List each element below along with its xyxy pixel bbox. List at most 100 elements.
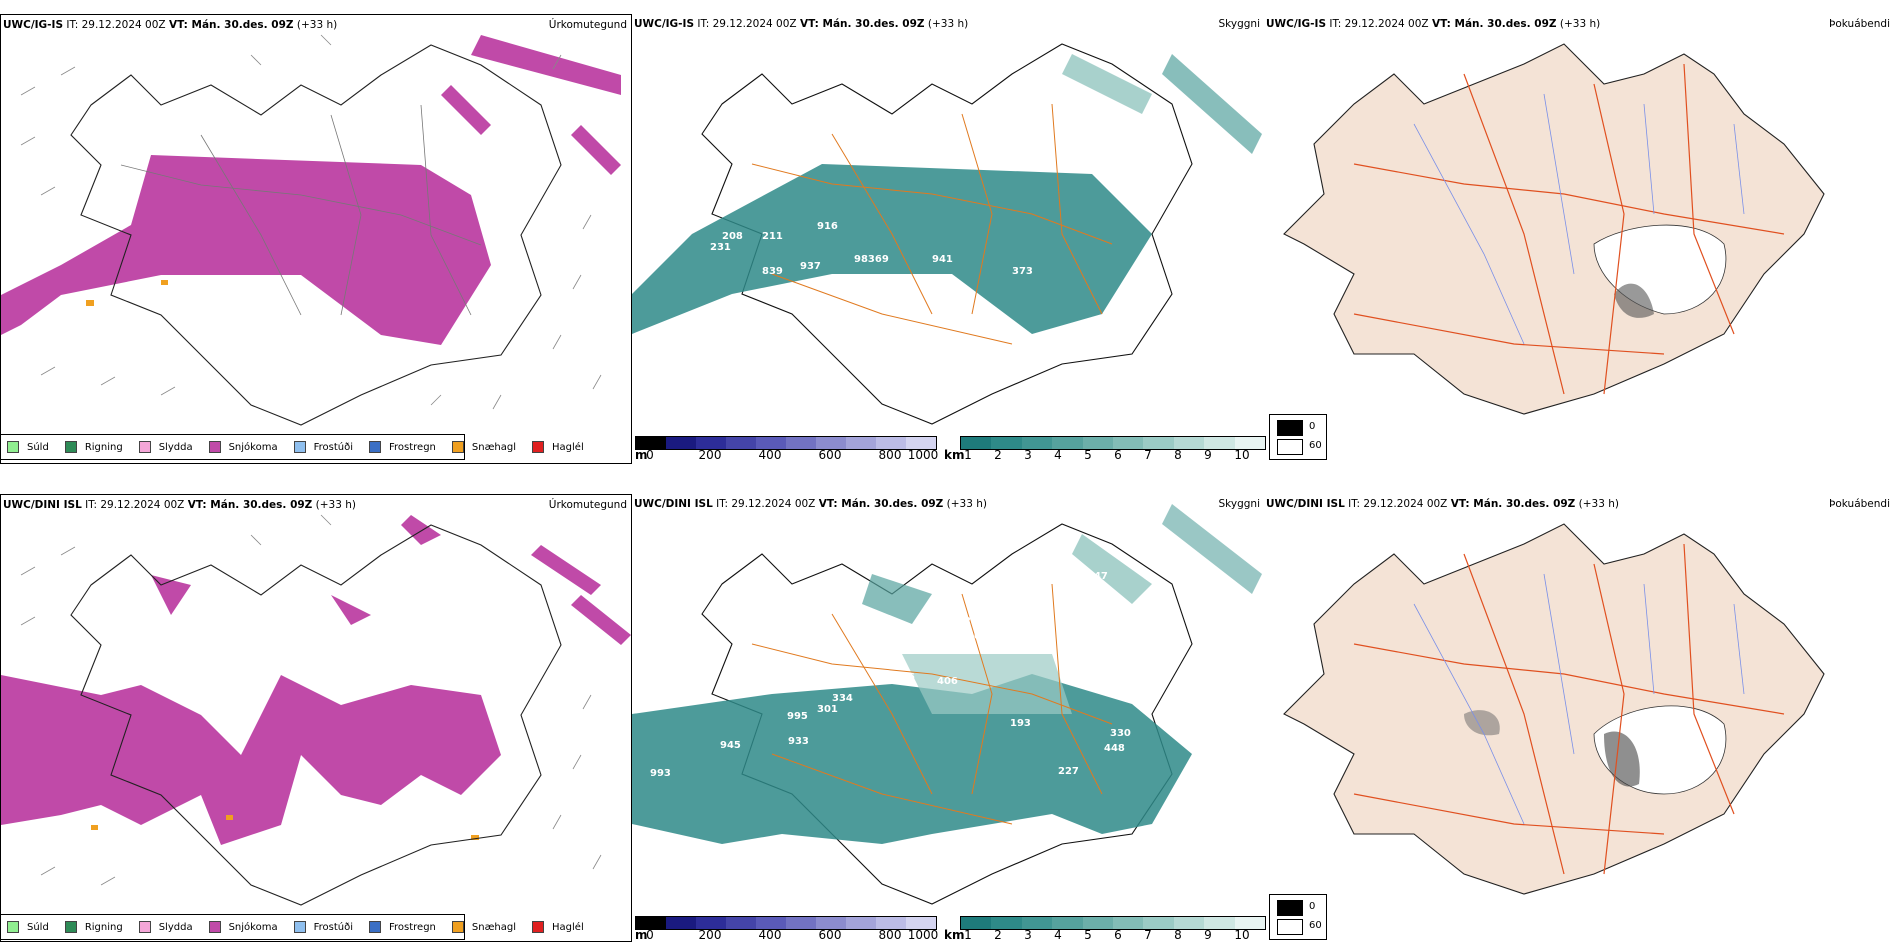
panel-header: UWC/DINI ISL IT: 29.12.2024 00Z VT: Mán.… [1266, 498, 1620, 510]
panel-title: Þokuábendi [1829, 498, 1890, 510]
legend-swatch [369, 441, 381, 453]
legend-swatch [451, 441, 464, 453]
precip-legend-row1: Súld Rigning Slydda Snjókoma Frostúði Fr… [0, 434, 584, 460]
fog-swatch-light [1277, 439, 1303, 455]
legend-swatch [208, 921, 221, 933]
map-value-label: 839 [762, 266, 783, 277]
map-value-label: 933 [788, 736, 809, 747]
map-value-label: 448 [1104, 743, 1125, 754]
map-value-label: 937 [800, 261, 821, 272]
map-value-label: 327 [832, 678, 853, 689]
legend-item: Frostúði [293, 441, 353, 453]
fog-swatch-dark [1277, 420, 1303, 436]
legend-swatch [208, 441, 221, 453]
legend-swatch [451, 921, 464, 933]
legend-item: Snæhagl [451, 441, 516, 453]
fog-legend-row2: 0 60 [1269, 894, 1327, 940]
map-value-label: 536 [894, 672, 915, 683]
legend-item: Frostregn [369, 921, 436, 933]
map-value-label: 208 [722, 231, 743, 242]
legend-item: Snjókoma [208, 921, 278, 933]
panel-header: UWC/IG-IS IT: 29.12.2024 00Z VT: Mán. 30… [634, 18, 969, 30]
map-value-label: 406 [937, 676, 958, 687]
panel-header: UWC/DINI ISL IT: 29.12.2024 00Z VT: Mán.… [634, 498, 988, 510]
precip-panel-row2: UWC/DINI ISL IT: 29.12.2024 00Z VT: Mán.… [0, 494, 632, 942]
cloudbase-unit: m [635, 928, 648, 942]
legend-swatch [64, 921, 77, 933]
panel-header: UWC/IG-IS IT: 29.12.2024 00Z VT: Mán. 30… [1266, 18, 1601, 30]
legend-swatch [138, 921, 151, 933]
cloudbase-colorbar-row2 [635, 916, 937, 930]
map-value-label: 193 [1010, 718, 1031, 729]
fog-swatch-light [1277, 919, 1303, 935]
map-value-label: 227 [1058, 766, 1079, 777]
fog-panel-row1: UWC/IG-IS IT: 29.12.2024 00Z VT: Mán. 30… [1264, 14, 1900, 464]
legend-item: Snæhagl [451, 921, 516, 933]
visibility-colorbar-row1 [960, 436, 1266, 450]
map-value-label: 916 [817, 221, 838, 232]
legend-swatch [64, 441, 77, 453]
map-value-label: 941 [932, 254, 953, 265]
legend-swatch [7, 441, 19, 453]
legend-item: Haglél [532, 921, 584, 933]
map-value-label: 98369 [854, 254, 889, 265]
legend-swatch [138, 441, 151, 453]
panel-title: Skyggni [1218, 18, 1261, 30]
map-value-label: 231 [710, 242, 731, 253]
map-value-label: 747 [1087, 571, 1108, 582]
panel-title: Þokuábendi [1829, 18, 1890, 30]
legend-item: Rigning [64, 441, 123, 453]
cloudbase-colorbar-row1 [635, 436, 937, 450]
map-value-label: 373 [1012, 266, 1033, 277]
precip-panel-row1: UWC/IG-IS IT: 29.12.2024 00Z VT: Mán. 30… [0, 14, 632, 464]
visibility-colorbar-row2 [960, 916, 1266, 930]
fog-swatch-dark [1277, 900, 1303, 916]
panel-header: UWC/DINI ISL IT: 29.12.2024 00Z VT: Mán.… [3, 499, 357, 511]
fog-map [1283, 523, 1825, 895]
panel-title: Skyggni [1218, 498, 1261, 510]
legend-item: Frostúði [293, 921, 353, 933]
legend-item: Haglél [532, 441, 584, 453]
map-value-label: 330 [1110, 728, 1131, 739]
legend-swatch [293, 441, 306, 453]
map-value-label: 901 [1087, 131, 1108, 142]
cloud-panel-row2: UWC/DINI ISL IT: 29.12.2024 00Z VT: Mán.… [632, 494, 1264, 942]
legend-item: Frostregn [369, 441, 436, 453]
legend-swatch [293, 921, 306, 933]
legend-swatch [532, 921, 545, 933]
legend-swatch [7, 921, 19, 933]
legend-item: Súld [7, 921, 49, 933]
map-value-label: 334 [832, 693, 853, 704]
cloud-labels-row1: 901 916 208 211 231 839 937 98369 941 37… [710, 131, 1108, 343]
legend-item: Slydda [138, 921, 193, 933]
map-value-label: 945 [720, 740, 741, 751]
legend-item: Súld [7, 441, 49, 453]
map-value-label: 993 [650, 768, 671, 779]
fog-panel-row2: UWC/DINI ISL IT: 29.12.2024 00Z VT: Mán.… [1264, 494, 1900, 942]
legend-item: Rigning [64, 921, 123, 933]
cloud-map [632, 43, 1262, 425]
fog-legend-row1: 0 60 [1269, 414, 1327, 460]
map-value-label: 274 [1056, 332, 1077, 343]
map-value-label: 995 [787, 711, 808, 722]
panel-title: Úrkomutegund [548, 499, 627, 511]
precip-legend-row2: Súld Rigning Slydda Snjókoma Frostúði Fr… [0, 914, 584, 940]
cloud-labels-row2: 747 520 508 536 406 327 334 301 995 933 … [650, 571, 1131, 779]
precip-map [1, 34, 621, 426]
map-value-label: 211 [762, 231, 783, 242]
visibility-unit: km [944, 928, 965, 942]
legend-item: Slydda [138, 441, 193, 453]
cloud-map [632, 504, 1262, 905]
precip-map [1, 514, 631, 906]
cloud-panel-row1: UWC/IG-IS IT: 29.12.2024 00Z VT: Mán. 30… [632, 14, 1264, 464]
legend-item: Snjókoma [208, 441, 278, 453]
map-value-label: 301 [817, 704, 838, 715]
legend-swatch [369, 921, 381, 933]
panel-header: UWC/IG-IS IT: 29.12.2024 00Z VT: Mán. 30… [3, 19, 338, 31]
cloudbase-unit: m [635, 448, 648, 462]
map-value-label: 508 [967, 631, 988, 642]
legend-swatch [532, 441, 545, 453]
fog-map [1283, 43, 1825, 415]
panel-title: Úrkomutegund [548, 19, 627, 31]
map-value-label: 520 [957, 616, 978, 627]
